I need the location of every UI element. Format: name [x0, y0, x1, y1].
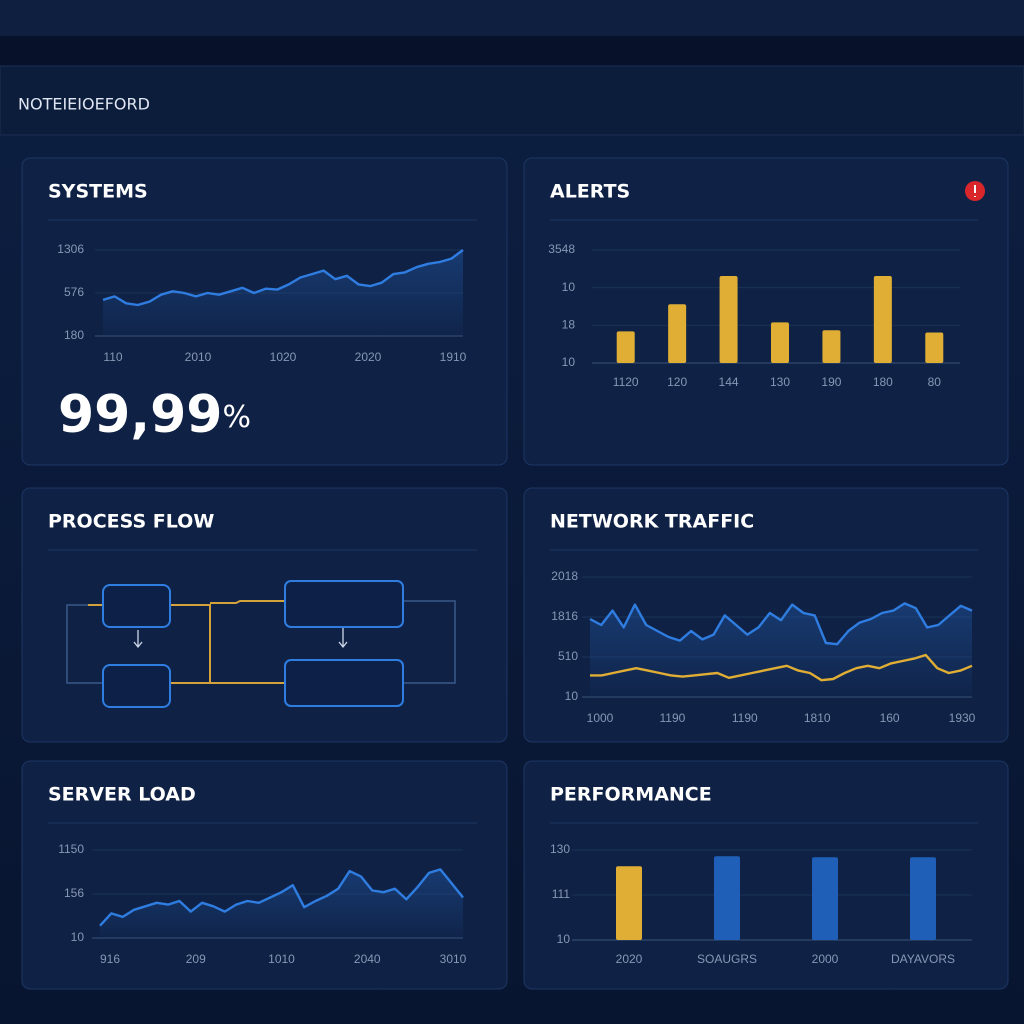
y-tick-label: 10 — [565, 689, 579, 703]
panel-title: ALERTS — [550, 181, 630, 203]
flow-box — [284, 659, 404, 707]
panel-title: SYSTEMS — [48, 181, 148, 203]
y-tick-label: 1816 — [551, 609, 578, 623]
top-bar — [0, 0, 1024, 36]
stat-value: 99,99% — [58, 385, 251, 445]
bar — [616, 331, 635, 363]
x-tick-label: 1020 — [270, 350, 297, 364]
bar — [910, 857, 936, 940]
y-tick-label: 10 — [557, 932, 571, 946]
line — [589, 602, 973, 646]
x-tick-label: 1120 — [613, 375, 639, 389]
y-tick-label: 10 — [562, 280, 576, 294]
stat-number: 99,99 — [58, 385, 222, 445]
y-tick-label: 2018 — [551, 569, 578, 583]
x-tick-label: 160 — [880, 711, 900, 725]
process-flow — [66, 580, 456, 708]
y-tick-label: 1150 — [58, 842, 84, 856]
flow-arrow — [133, 628, 348, 649]
header-bar — [0, 65, 1024, 136]
x-tick-label: 110 — [103, 350, 122, 364]
toolbar-band — [0, 36, 1024, 66]
x-tick-label: 1190 — [659, 711, 685, 725]
panels: SYSTEMS 1306 576 180 110 2010 1020 2020 1910 99,9… — [21, 157, 1009, 990]
flow-connector — [88, 600, 285, 684]
bar — [616, 866, 642, 940]
x-tick-label: 130 — [770, 375, 790, 389]
panel — [523, 157, 1009, 466]
flow-connector — [66, 600, 456, 684]
y-tick-label: 1306 — [57, 242, 84, 256]
x-tick-label: 2040 — [354, 952, 381, 966]
x-tick-label: 180 — [873, 375, 893, 389]
flow-box — [102, 584, 171, 628]
flow-box — [102, 664, 171, 708]
panel-title: PERFORMANCE — [550, 784, 712, 806]
x-tick-label: DAYAVORS — [891, 952, 955, 966]
line — [99, 868, 464, 927]
x-tick-label: 1190 — [732, 711, 758, 725]
panel-title: PROCESS FLOW — [48, 511, 214, 533]
bar — [925, 332, 944, 363]
x-tick-label: 1930 — [949, 711, 976, 725]
bar — [771, 322, 789, 363]
flow-box — [284, 580, 404, 628]
area — [103, 250, 463, 336]
y-tick-label: 180 — [64, 328, 84, 342]
x-tick-label: 2020 — [616, 952, 643, 966]
x-tick-label: 916 — [100, 952, 120, 966]
x-tick-label: 144 — [719, 375, 739, 389]
stat-unit: % — [222, 400, 251, 435]
panel-title: SERVER LOAD — [48, 784, 196, 806]
x-tick-label: 1810 — [804, 711, 831, 725]
line — [102, 249, 464, 307]
bar — [668, 304, 687, 363]
panel — [523, 760, 1009, 990]
y-tick-label: 111 — [552, 887, 571, 901]
y-tick-label: 10 — [71, 930, 85, 944]
bar — [719, 275, 738, 363]
x-tick-label: 209 — [186, 952, 206, 966]
header-title: NOTEIEIOEFORD — [18, 95, 150, 114]
y-tick-label: 576 — [64, 285, 84, 299]
bar — [822, 330, 841, 363]
x-tick-label: 3010 — [440, 952, 467, 966]
x-tick-label: 2020 — [355, 350, 382, 364]
y-tick-label: 18 — [562, 318, 576, 332]
x-tick-label: 1010 — [268, 952, 295, 966]
x-tick-label: 1000 — [587, 711, 614, 725]
x-tick-label: 120 — [667, 375, 687, 389]
x-tick-label: 2010 — [185, 350, 212, 364]
bar — [812, 857, 838, 940]
y-tick-label: 3548 — [548, 242, 575, 256]
panel-title: NETWORK TRAFFIC — [550, 511, 754, 533]
bar — [873, 275, 892, 363]
area — [590, 603, 972, 697]
x-tick-label: 190 — [821, 375, 841, 389]
x-tick-label: 80 — [928, 375, 942, 389]
y-tick-label: 156 — [64, 886, 84, 900]
x-tick-label: SOAUGRS — [697, 952, 757, 966]
y-tick-label: 130 — [550, 842, 570, 856]
area — [100, 869, 463, 938]
alert-badge — [965, 181, 985, 201]
line — [590, 653, 973, 682]
x-tick-label: 2000 — [812, 952, 839, 966]
y-tick-label: 10 — [562, 355, 576, 369]
x-tick-label: 1910 — [440, 350, 467, 364]
y-tick-label: 510 — [558, 649, 578, 663]
bar — [714, 856, 740, 940]
